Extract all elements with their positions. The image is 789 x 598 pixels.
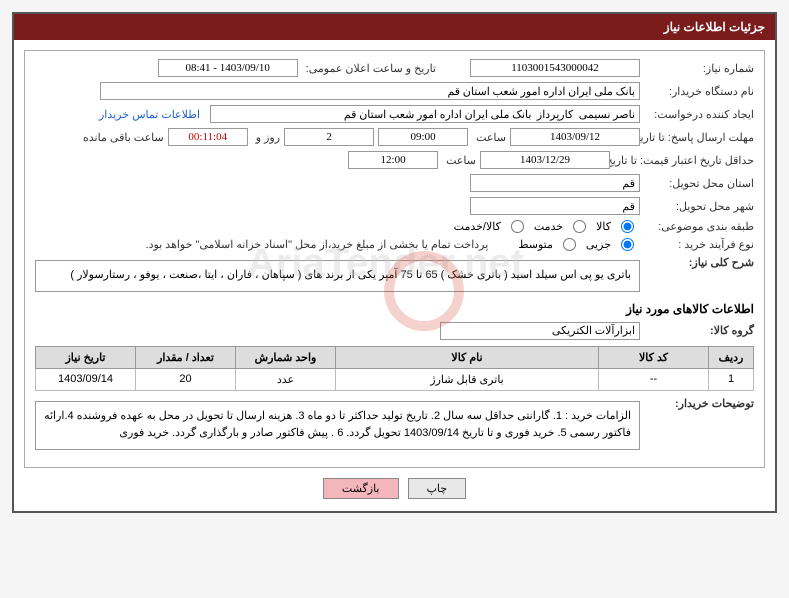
buy-partial-radio[interactable] [621,238,634,251]
need-number-field[interactable] [470,59,640,77]
th-qty: تعداد / مقدار [136,346,236,368]
cell-need-date: 1403/09/14 [36,368,136,390]
buyer-org-label: نام دستگاه خریدار: [644,85,754,98]
summary-box: باتری یو پی اس سیلد اسید ( باتری خشک ) 6… [35,260,640,292]
goods-group-field[interactable] [440,322,640,340]
remain-suffix: ساعت باقی مانده [79,131,164,144]
announce-field[interactable] [158,59,298,77]
goods-group-label: گروه کالا: [644,324,754,337]
print-button[interactable]: چاپ [408,478,467,499]
main-frame: جزئیات اطلاعات نیاز AriaTender.net شماره… [12,12,777,513]
deadline-time-field[interactable] [378,128,468,146]
th-row: ردیف [709,346,754,368]
validity-date-field[interactable] [480,151,610,169]
buy-type-label: نوع فرآیند خرید : [644,238,754,251]
cell-row: 1 [709,368,754,390]
items-table: ردیف کد کالا نام کالا واحد شمارش تعداد /… [35,346,754,391]
buyer-contact-link[interactable]: اطلاعات تماس خریدار [99,108,200,121]
cell-name: باتری قابل شارژ [336,368,599,390]
back-button[interactable]: بازگشت [323,478,399,499]
province-label: استان محل تحویل: [644,177,754,190]
payment-note: پرداخت تمام یا بخشی از مبلغ خرید،از محل … [142,238,489,251]
page-title: جزئیات اطلاعات نیاز [14,14,775,40]
countdown-field [168,128,248,146]
buy-medium-radio[interactable] [563,238,576,251]
time-label-1: ساعت [472,131,506,144]
cell-qty: 20 [136,368,236,390]
summary-label: شرح کلی نیاز: [644,256,754,269]
days-suffix: روز و [252,131,280,144]
th-name: نام کالا [336,346,599,368]
buy-partial-text: جزیی [586,238,611,251]
requester-label: ایجاد کننده درخواست: [644,108,754,121]
deadline-date-field[interactable] [510,128,640,146]
announce-label: تاریخ و ساعت اعلان عمومی: [302,62,436,75]
th-need-date: تاریخ نیاز [36,346,136,368]
buy-medium-text: متوسط [518,238,553,251]
buyer-org-field[interactable] [100,82,640,100]
buyer-notes-box: الزامات خرید : 1. گارانتی حداقل سه سال 2… [35,401,640,450]
category-both-text: کالا/خدمت [454,220,501,233]
validity-time-field[interactable] [348,151,438,169]
form-area: AriaTender.net شماره نیاز: تاریخ و ساعت … [24,50,765,468]
city-field[interactable] [470,197,640,215]
buyer-notes-label: توضیحات خریدار: [644,397,754,410]
city-label: شهر محل تحویل: [644,200,754,213]
province-field[interactable] [470,174,640,192]
cell-unit: عدد [236,368,336,390]
category-label: طبقه بندی موضوعی: [644,220,754,233]
category-both-radio[interactable] [511,220,524,233]
deadline-label: مهلت ارسال پاسخ: تا تاریخ: [644,131,754,144]
need-number-label: شماره نیاز: [644,62,754,75]
th-unit: واحد شمارش [236,346,336,368]
table-row: 1 -- باتری قابل شارژ عدد 20 1403/09/14 [36,368,754,390]
days-field[interactable] [284,128,374,146]
th-code: کد کالا [599,346,709,368]
category-goods-radio[interactable] [621,220,634,233]
validity-label: حداقل تاریخ اعتبار قیمت: تا تاریخ: [614,154,754,167]
time-label-2: ساعت [442,154,476,167]
category-goods-text: کالا [596,220,611,233]
cell-code: -- [599,368,709,390]
goods-section-title: اطلاعات کالاهای مورد نیاز [35,302,754,316]
requester-field[interactable] [210,105,640,123]
category-service-text: خدمت [534,220,563,233]
category-service-radio[interactable] [573,220,586,233]
button-bar: چاپ بازگشت [14,478,775,499]
